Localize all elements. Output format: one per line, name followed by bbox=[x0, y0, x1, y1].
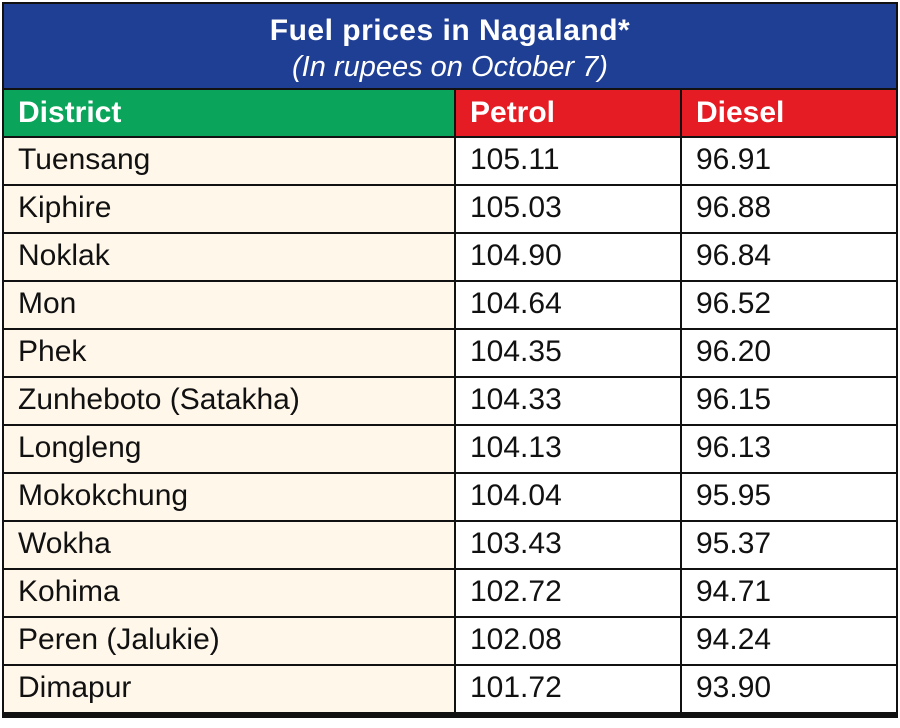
table-cell-petrol: 104.64 bbox=[456, 282, 680, 328]
table-cell-diesel: 96.13 bbox=[682, 426, 896, 472]
table-subtitle: (In rupees on October 7) bbox=[292, 51, 608, 83]
table-cell-petrol: 104.04 bbox=[456, 474, 680, 520]
table-cell-petrol: 104.90 bbox=[456, 234, 680, 280]
table-cell-petrol: 105.11 bbox=[456, 138, 680, 184]
table-cell-diesel: 96.15 bbox=[682, 378, 896, 424]
column-header-diesel: Diesel bbox=[682, 90, 896, 136]
table-cell-diesel: 96.52 bbox=[682, 282, 896, 328]
table-cell-district: Kohima bbox=[4, 570, 454, 616]
table-cell-district: Mon bbox=[4, 282, 454, 328]
table-cell-district: Kiphire bbox=[4, 186, 454, 232]
table-cell-petrol: 102.08 bbox=[456, 618, 680, 664]
table-cell-district: Mokokchung bbox=[4, 474, 454, 520]
table-cell-district: Noklak bbox=[4, 234, 454, 280]
table-cell-diesel: 95.95 bbox=[682, 474, 896, 520]
table-cell-district: Phek bbox=[4, 330, 454, 376]
table-cell-diesel: 96.88 bbox=[682, 186, 896, 232]
table-cell-diesel: 96.84 bbox=[682, 234, 896, 280]
fuel-price-table: Fuel prices in Nagaland* (In rupees on O… bbox=[2, 2, 898, 718]
table-cell-diesel: 93.90 bbox=[682, 666, 896, 712]
table-cell-district: Tuensang bbox=[4, 138, 454, 184]
table-cell-petrol: 104.13 bbox=[456, 426, 680, 472]
table-body: District Petrol Diesel Tuensang 105.11 96.91 K… bbox=[4, 90, 896, 716]
table-cell-diesel: 94.24 bbox=[682, 618, 896, 664]
table-title: Fuel prices in Nagaland* bbox=[269, 14, 631, 47]
table-cell-petrol: 102.72 bbox=[456, 570, 680, 616]
table-cell-diesel: 95.37 bbox=[682, 522, 896, 568]
column-header-district: District bbox=[4, 90, 454, 136]
table-cell-diesel: 96.91 bbox=[682, 138, 896, 184]
table-cell-district: Longleng bbox=[4, 426, 454, 472]
title-bar: Fuel prices in Nagaland* (In rupees on O… bbox=[4, 4, 896, 88]
table-cell-petrol: 105.03 bbox=[456, 186, 680, 232]
table-cell-district: Wokha bbox=[4, 522, 454, 568]
table-cell-district: Zunheboto (Satakha) bbox=[4, 378, 454, 424]
table-cell-petrol: 104.35 bbox=[456, 330, 680, 376]
table-cell-district: Dimapur bbox=[4, 666, 454, 712]
column-header-petrol: Petrol bbox=[456, 90, 680, 136]
table-cell-petrol: 101.72 bbox=[456, 666, 680, 712]
table-cell-petrol: 104.33 bbox=[456, 378, 680, 424]
table-cell-district: Peren (Jalukie) bbox=[4, 618, 454, 664]
table-cell-diesel: 96.20 bbox=[682, 330, 896, 376]
table-cell-diesel: 94.71 bbox=[682, 570, 896, 616]
table-cell-petrol: 103.43 bbox=[456, 522, 680, 568]
